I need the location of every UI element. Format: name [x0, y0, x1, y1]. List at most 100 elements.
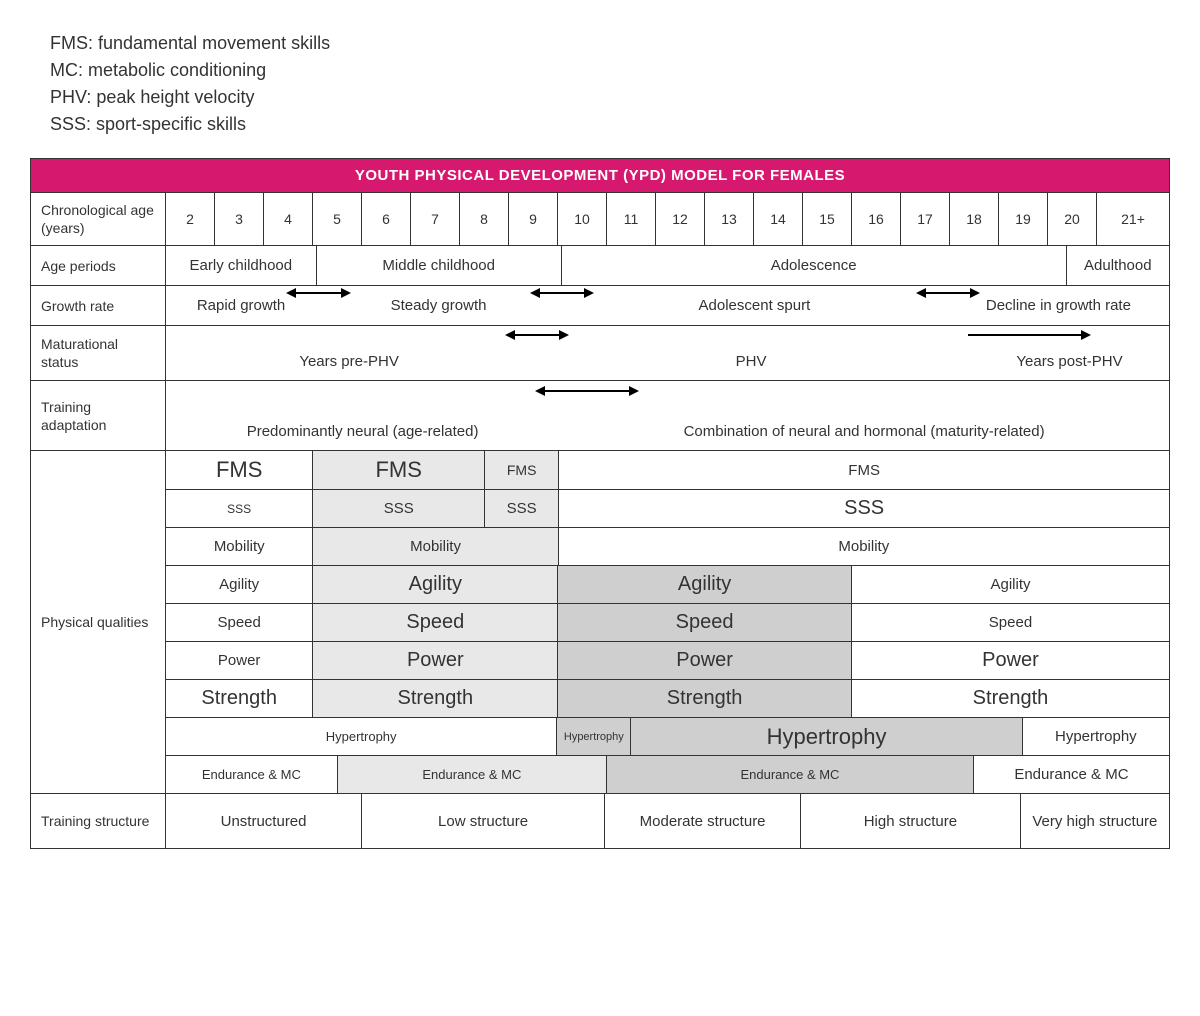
- pq-cell: SSS: [484, 490, 558, 527]
- pq-cell: Endurance & MC: [166, 756, 337, 793]
- segment: Moderate structure: [604, 794, 800, 848]
- segment: Decline in growth rate: [948, 286, 1169, 325]
- age-cell: 12: [655, 193, 704, 245]
- age-cell: 8: [459, 193, 508, 245]
- pq-cell: Strength: [557, 680, 851, 717]
- segment: Unstructured: [166, 794, 361, 848]
- segment: Adolescence: [561, 246, 1066, 285]
- transition-arrow: [288, 292, 348, 294]
- age-cell: 10: [557, 193, 606, 245]
- pq-cell: Power: [312, 642, 557, 679]
- label-age-periods: Age periods: [31, 246, 166, 285]
- age-cell: 9: [508, 193, 557, 245]
- pq-cell: SSS: [558, 490, 1169, 527]
- pq-cell: FMS: [166, 451, 312, 489]
- transition-arrow: [918, 292, 978, 294]
- segment: Early childhood: [166, 246, 316, 285]
- row-growth-rate: Growth rate Rapid growthSteady growthAdo…: [31, 285, 1169, 325]
- pq-cell: Agility: [557, 566, 851, 603]
- growth-rate-segments: Rapid growthSteady growthAdolescent spur…: [166, 286, 1169, 325]
- legend-phv: PHV: peak height velocity: [50, 84, 1170, 111]
- row-chronological-age: Chronological age (years) 23456789101112…: [31, 192, 1169, 245]
- transition-arrow: [532, 292, 592, 294]
- pq-cell: Speed: [166, 604, 312, 641]
- age-cell: 21+: [1096, 193, 1169, 245]
- label-maturational: Maturational status: [31, 326, 166, 380]
- age-cell: 7: [410, 193, 459, 245]
- segment: PHV: [532, 326, 970, 380]
- pq-cell: SSS: [312, 490, 484, 527]
- age-cells: 23456789101112131415161718192021+: [166, 193, 1169, 245]
- age-cell: 19: [998, 193, 1047, 245]
- transition-arrow: [968, 334, 1088, 336]
- table-title: YOUTH PHYSICAL DEVELOPMENT (YPD) MODEL F…: [31, 159, 1169, 192]
- training-structure-segments: UnstructuredLow structureModerate struct…: [166, 794, 1169, 848]
- pq-cell: SSS: [166, 490, 312, 527]
- segment: Middle childhood: [316, 246, 561, 285]
- transition-arrow: [537, 390, 637, 392]
- pq-cell: Strength: [312, 680, 557, 717]
- age-periods-segments: Early childhoodMiddle childhoodAdolescen…: [166, 246, 1169, 285]
- age-cell: 6: [361, 193, 410, 245]
- pq-row: SpeedSpeedSpeedSpeed: [166, 603, 1169, 641]
- pq-row: FMSFMSFMSFMS: [166, 451, 1169, 489]
- pq-cell: Speed: [851, 604, 1169, 641]
- age-cell: 4: [263, 193, 312, 245]
- ypd-table: YOUTH PHYSICAL DEVELOPMENT (YPD) MODEL F…: [30, 158, 1170, 849]
- age-cell: 17: [900, 193, 949, 245]
- legend-sss: SSS: sport-specific skills: [50, 111, 1170, 138]
- pq-cell: Speed: [312, 604, 557, 641]
- row-maturational: Maturational status Years pre-PHVPHVYear…: [31, 325, 1169, 380]
- pq-cell: Hypertrophy: [1022, 718, 1169, 755]
- pq-cell: FMS: [558, 451, 1169, 489]
- pq-row: PowerPowerPowerPower: [166, 641, 1169, 679]
- label-training-structure: Training structure: [31, 794, 166, 848]
- age-cell: 11: [606, 193, 655, 245]
- pq-row: AgilityAgilityAgilityAgility: [166, 565, 1169, 603]
- pq-row: HypertrophyHypertrophyHypertrophyHypertr…: [166, 717, 1169, 755]
- pq-cell: Hypertrophy: [556, 718, 630, 755]
- pq-row: StrengthStrengthStrengthStrength: [166, 679, 1169, 717]
- segment: Very high structure: [1020, 794, 1169, 848]
- physical-qualities-body: FMSFMSFMSFMSSSSSSSSSSSSSMobilityMobility…: [166, 451, 1169, 793]
- pq-cell: Hypertrophy: [166, 718, 556, 755]
- maturational-segments: Years pre-PHVPHVYears post-PHV: [166, 326, 1169, 380]
- row-training-structure: Training structure UnstructuredLow struc…: [31, 793, 1169, 848]
- pq-cell: Endurance & MC: [973, 756, 1169, 793]
- pq-cell: Agility: [312, 566, 557, 603]
- segment: Adolescent spurt: [561, 286, 948, 325]
- age-cell: 3: [214, 193, 263, 245]
- legend: FMS: fundamental movement skills MC: met…: [50, 30, 1170, 138]
- segment: Low structure: [361, 794, 604, 848]
- pq-cell: Agility: [166, 566, 312, 603]
- pq-cell: Mobility: [166, 528, 312, 565]
- age-cell: 16: [851, 193, 900, 245]
- pq-cell: Hypertrophy: [630, 718, 1021, 755]
- segment: Combination of neural and hormonal (matu…: [559, 381, 1169, 450]
- pq-cell: FMS: [484, 451, 558, 489]
- pq-cell: Strength: [166, 680, 312, 717]
- pq-row: Endurance & MCEndurance & MCEndurance & …: [166, 755, 1169, 793]
- legend-fms: FMS: fundamental movement skills: [50, 30, 1170, 57]
- pq-cell: Strength: [851, 680, 1169, 717]
- age-cell: 14: [753, 193, 802, 245]
- age-cell: 2: [166, 193, 214, 245]
- legend-mc: MC: metabolic conditioning: [50, 57, 1170, 84]
- age-cell: 13: [704, 193, 753, 245]
- row-age-periods: Age periods Early childhoodMiddle childh…: [31, 245, 1169, 285]
- pq-cell: Speed: [557, 604, 851, 641]
- segment: Steady growth: [316, 286, 561, 325]
- pq-cell: Mobility: [312, 528, 557, 565]
- segment: Predominantly neural (age-related): [166, 381, 559, 450]
- pq-cell: Power: [557, 642, 851, 679]
- pq-cell: Endurance & MC: [337, 756, 606, 793]
- age-cell: 15: [802, 193, 851, 245]
- segment: Years pre-PHV: [166, 326, 532, 380]
- row-training-adaptation: Training adaptation Predominantly neural…: [31, 380, 1169, 450]
- label-training-adaptation: Training adaptation: [31, 381, 166, 450]
- row-physical-qualities: Physical qualities FMSFMSFMSFMSSSSSSSSSS…: [31, 450, 1169, 793]
- training-adaptation-segments: Predominantly neural (age-related)Combin…: [166, 381, 1169, 450]
- age-cell: 20: [1047, 193, 1096, 245]
- pq-cell: Mobility: [558, 528, 1169, 565]
- label-physical-qualities: Physical qualities: [31, 451, 166, 793]
